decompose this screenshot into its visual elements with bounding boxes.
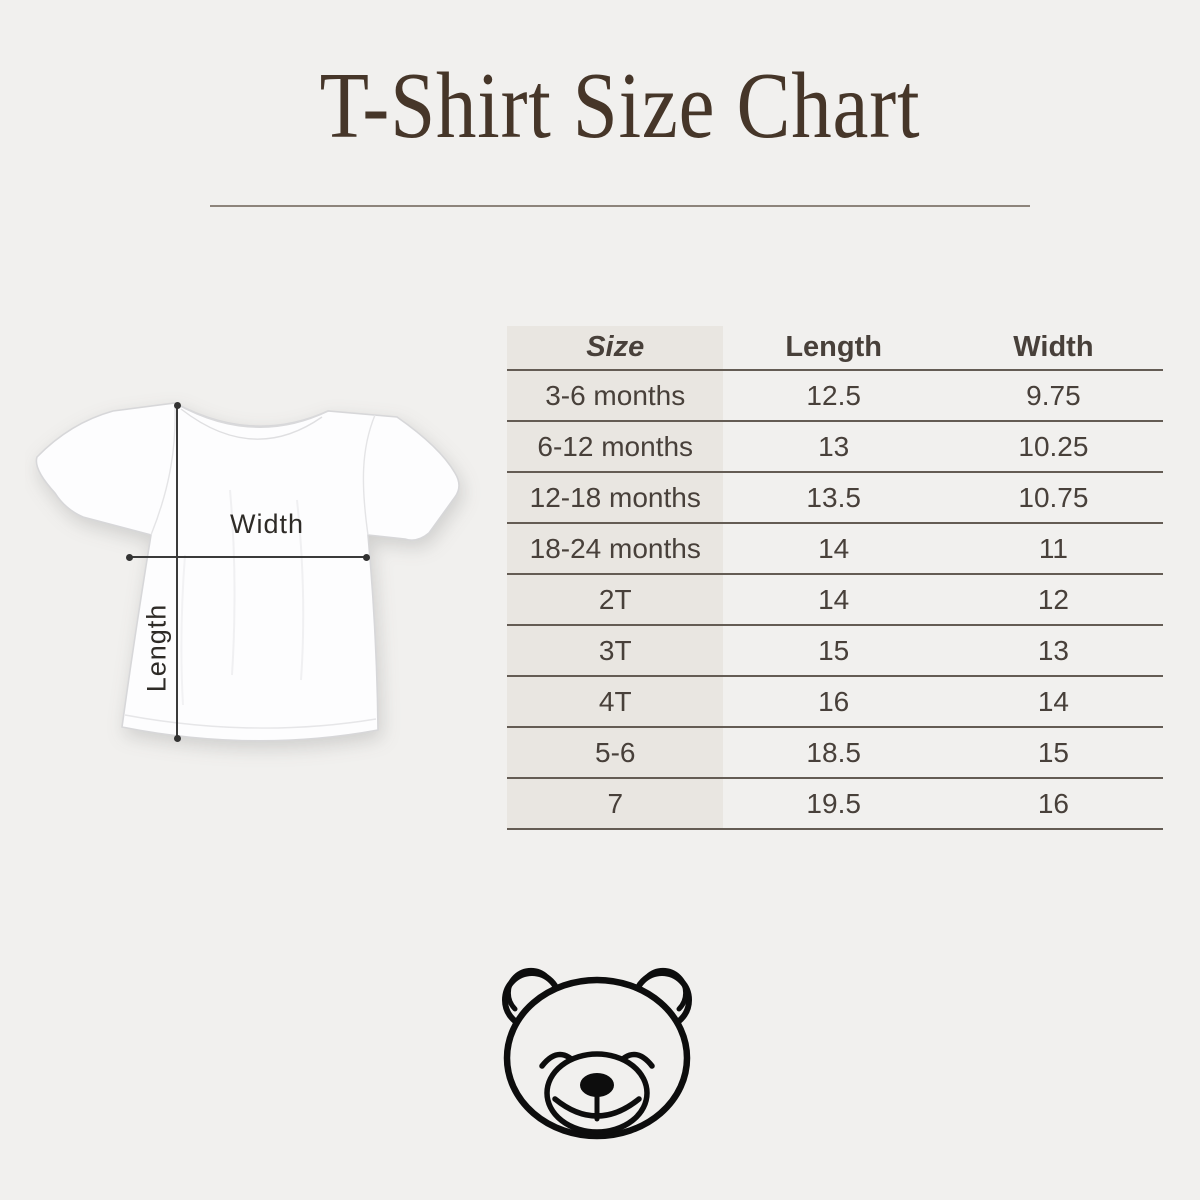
cell-length: 15	[818, 634, 850, 666]
cell-size: 18-24 months	[507, 524, 724, 573]
cell-size: 4T	[507, 677, 724, 726]
table-row: 12-18 months 13.5 10.75	[507, 473, 1163, 524]
tshirt-image	[35, 402, 460, 742]
cell-width: 13	[1037, 634, 1069, 666]
table-row: 4T 16 14	[507, 677, 1163, 728]
title-divider	[210, 205, 1030, 207]
table-row: 5-6 18.5 15	[507, 728, 1163, 779]
length-measure-line	[176, 405, 178, 738]
cell-width: 12	[1037, 583, 1069, 615]
cell-length: 16	[818, 685, 850, 717]
width-label: Width	[229, 509, 305, 539]
cell-size: 6-12 months	[507, 422, 724, 471]
cell-size: 5-6	[507, 728, 724, 777]
page-title: T-Shirt Size Chart	[319, 54, 921, 158]
table-row: 7 19.5 16	[507, 779, 1163, 830]
cell-size: 2T	[507, 575, 724, 624]
bear-icon	[502, 967, 692, 1140]
cell-length: 13	[818, 430, 850, 462]
width-line-right-dot	[362, 553, 370, 561]
cell-length: 12.5	[806, 379, 861, 411]
column-header-size: Size	[507, 326, 724, 369]
width-measure-line	[129, 556, 366, 558]
cell-size: 12-18 months	[507, 473, 724, 522]
length-label: Length	[141, 603, 172, 693]
cell-width: 10.75	[1018, 481, 1089, 513]
cell-size: 3-6 months	[507, 371, 724, 420]
cell-width: 11	[1038, 532, 1068, 564]
table-row: 3T 15 13	[507, 626, 1163, 677]
table-row: 2T 14 12	[507, 575, 1163, 626]
width-line-left-dot	[125, 553, 133, 561]
table-row: 6-12 months 13 10.25	[507, 422, 1163, 473]
cell-size: 3T	[507, 626, 724, 675]
cell-width: 10.25	[1018, 430, 1089, 462]
length-line-top-dot	[173, 401, 181, 409]
cell-length: 13.5	[806, 481, 861, 513]
table-row: 3-6 months 12.5 9.75	[507, 371, 1163, 422]
cell-length: 14	[818, 583, 850, 615]
table-row: 18-24 months 14 11	[507, 524, 1163, 575]
column-header-width: Width	[1013, 331, 1094, 363]
cell-length: 14	[818, 532, 850, 564]
cell-size: 7	[507, 779, 724, 828]
column-header-length: Length	[785, 331, 882, 363]
cell-width: 14	[1037, 685, 1069, 717]
cell-length: 19.5	[806, 787, 861, 819]
cell-width: 16	[1037, 787, 1069, 819]
length-line-bottom-dot	[173, 734, 181, 742]
cell-width: 15	[1037, 736, 1069, 768]
size-table: Size Length Width 3-6 months 12.5 9.75 6…	[507, 326, 1163, 830]
cell-width: 9.75	[1026, 379, 1081, 411]
cell-length: 18.5	[806, 736, 861, 768]
table-header-row: Size Length Width	[507, 326, 1163, 371]
